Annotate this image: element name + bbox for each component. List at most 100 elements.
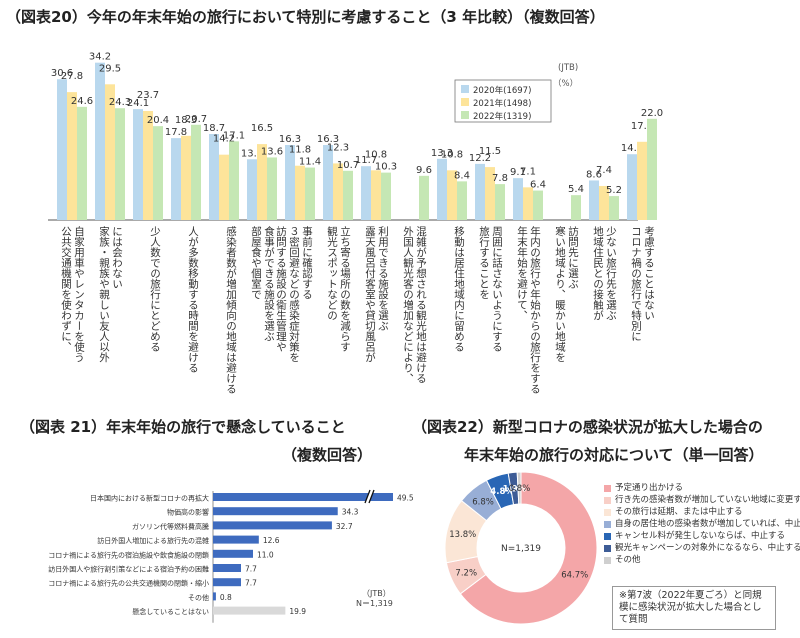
- fig22-legend-item: 予定通り出かける: [604, 482, 800, 494]
- fig22-legend-swatch: [604, 520, 611, 528]
- fig22-slice-label: 4.8%: [490, 487, 514, 497]
- fig20-bar: [381, 172, 391, 220]
- fig20-data-label: 6.4: [530, 180, 546, 191]
- fig22-note: ※第7波（2022年夏ごろ）と同規模に感染状況が拡大した場合として質問: [612, 586, 776, 630]
- fig20-bar: [523, 187, 533, 220]
- fig21-bar: [213, 549, 253, 558]
- fig20-data-label: 10.7: [337, 160, 359, 171]
- fig20-data-label: 24.1: [127, 98, 149, 109]
- fig20-data-label: 30.6: [51, 68, 73, 79]
- fig20-bar: [95, 62, 105, 221]
- fig20-data-label: 17.0: [631, 121, 653, 132]
- fig22-legend-label: 予定通り出かける: [615, 483, 684, 493]
- fig20-data-label: 27.8: [61, 71, 83, 82]
- fig20-bar: [513, 178, 523, 220]
- fig20-data-label: 13.2: [241, 148, 263, 159]
- fig20-data-label: 24.3: [109, 97, 131, 108]
- fig20-bar: [627, 154, 637, 220]
- fig20-bar: [361, 166, 371, 220]
- fig22-legend-label: 自身の居住地の感染者数が増加していれば、中止する: [615, 519, 800, 529]
- fig20-category-label: 食事ができる施設を選ぶ: [263, 226, 275, 342]
- fig20-category-label: 周囲に話さないようにする: [491, 226, 503, 352]
- fig20-bar: [305, 167, 315, 220]
- fig20-data-label: 13.6: [261, 146, 283, 157]
- fig21-value-label: 49.5: [397, 494, 414, 503]
- fig20-bar: [133, 109, 143, 220]
- fig21-bar: [213, 564, 241, 572]
- fig20-bar: [247, 159, 257, 220]
- fig20-category-label: 年末年始を避けて、: [516, 226, 528, 321]
- fig22-legend-label: 行き先の感染者数が増加していない地域に変更する: [615, 495, 800, 505]
- fig20-bar: [191, 124, 201, 220]
- fig20-category-label: 外国人観光客の増加などにより、: [402, 226, 414, 384]
- fig20-legend-box: [454, 79, 552, 123]
- fig20-data-label: 10.8: [441, 149, 463, 160]
- fig20-category-label: 露天風呂付客室や貸切風呂が: [364, 226, 376, 363]
- fig21-value-label: 7.7: [245, 565, 257, 574]
- fig20-bar: [285, 145, 295, 220]
- fig22-legend-label: その他: [615, 555, 641, 565]
- fig20-category-label: 寒い地域より、暖かい地域を: [554, 226, 566, 363]
- fig21-bar: [213, 592, 216, 601]
- fig20-data-label: 7.8: [492, 173, 508, 184]
- fig22-slice-label: 64.7%: [561, 571, 588, 581]
- fig20-category-label: 考慮することはない: [643, 226, 655, 321]
- fig20-bar: [609, 196, 619, 220]
- fig20-data-label: 17.8: [165, 127, 187, 138]
- fig20-data-label: 18.3: [175, 115, 197, 126]
- fig20-data-label: 9.1: [510, 167, 526, 178]
- fig20-category-label: コロナ禍の旅行で特別に: [630, 226, 642, 342]
- fig21-category-label: 訪日外国人や旅行割引策などによる宿泊予約の困難: [48, 565, 209, 574]
- fig22-slice-label: 13.8%: [449, 530, 476, 540]
- fig20-source: (JTB): [558, 63, 578, 73]
- fig21-value-label: 34.3: [342, 508, 359, 517]
- fig20-data-label: 18.7: [203, 123, 225, 134]
- fig21-bar: [213, 507, 338, 516]
- fig21-bar: [213, 493, 393, 501]
- fig20-bar: [333, 163, 343, 220]
- fig20-data-label: 29.5: [99, 63, 121, 74]
- fig22-legend-label: キャンセル料が発生しないならば、中止する: [615, 531, 786, 541]
- fig20-data-label: 22.0: [641, 108, 663, 119]
- fig20-data-label: 34.2: [89, 52, 111, 63]
- fig20-category-label: 事前に確認する: [301, 226, 313, 300]
- fig20-bar: [57, 79, 67, 221]
- fig20-data-label: 20.7: [185, 114, 207, 125]
- fig20-bar: [533, 190, 543, 220]
- fig22-legend-swatch: [604, 484, 611, 492]
- fig22-legend-swatch: [604, 532, 611, 540]
- fig20-bar: [229, 141, 239, 220]
- fig20-bar: [485, 167, 495, 220]
- fig21-category-label: 懸念していることはない: [132, 607, 209, 616]
- fig20-bar: [115, 108, 125, 220]
- fig20-category-label: 観光スポットなどの: [326, 226, 338, 321]
- fig20-category-label: 立ち寄る場所の数を減らす: [339, 226, 351, 352]
- fig20-data-label: 5.4: [568, 184, 584, 195]
- fig20-category-label: 部屋食や個室で: [250, 226, 262, 300]
- fig20-bar: [181, 135, 191, 220]
- fig20-bar: [105, 84, 115, 220]
- fig20-category-label: 地域住民との接触が: [592, 226, 604, 321]
- fig22-slice-label: 1.9%: [503, 484, 527, 494]
- fig20-data-label: 12.2: [469, 153, 491, 164]
- fig22-legend-label: 観光キャンペーンの対象外になるなら、中止する: [615, 543, 800, 553]
- fig21-bar: [213, 521, 332, 530]
- fig21-axis-break-mark: [364, 489, 371, 504]
- fig21-bar: [213, 578, 241, 587]
- fig21-source: （JTB）: [362, 589, 391, 598]
- fig22-legend-item: その旅行は延期、または中止する: [604, 506, 800, 518]
- fig20-category-label: 人が多数移動する時間を避ける: [187, 226, 199, 373]
- fig22-legend-swatch: [604, 544, 611, 552]
- fig20-data-label: 14.3: [621, 143, 643, 154]
- fig22-title: （図表22）新型コロナの感染状況が拡大した場合の: [412, 418, 763, 436]
- fig21-value-label: 32.7: [336, 522, 353, 531]
- fig20-bar: [67, 92, 77, 220]
- fig22-legend-item: その他: [604, 554, 800, 566]
- fig21-value-label: 11.0: [257, 550, 274, 559]
- fig20-bar: [457, 181, 467, 220]
- fig20-category-label: 年内の旅行や年始からの旅行をする: [529, 226, 541, 394]
- fig22-slice-label: 7.2%: [455, 569, 477, 579]
- fig20-bar: [495, 184, 505, 220]
- fig20-bar: [571, 195, 581, 220]
- fig21-bar: [213, 606, 286, 615]
